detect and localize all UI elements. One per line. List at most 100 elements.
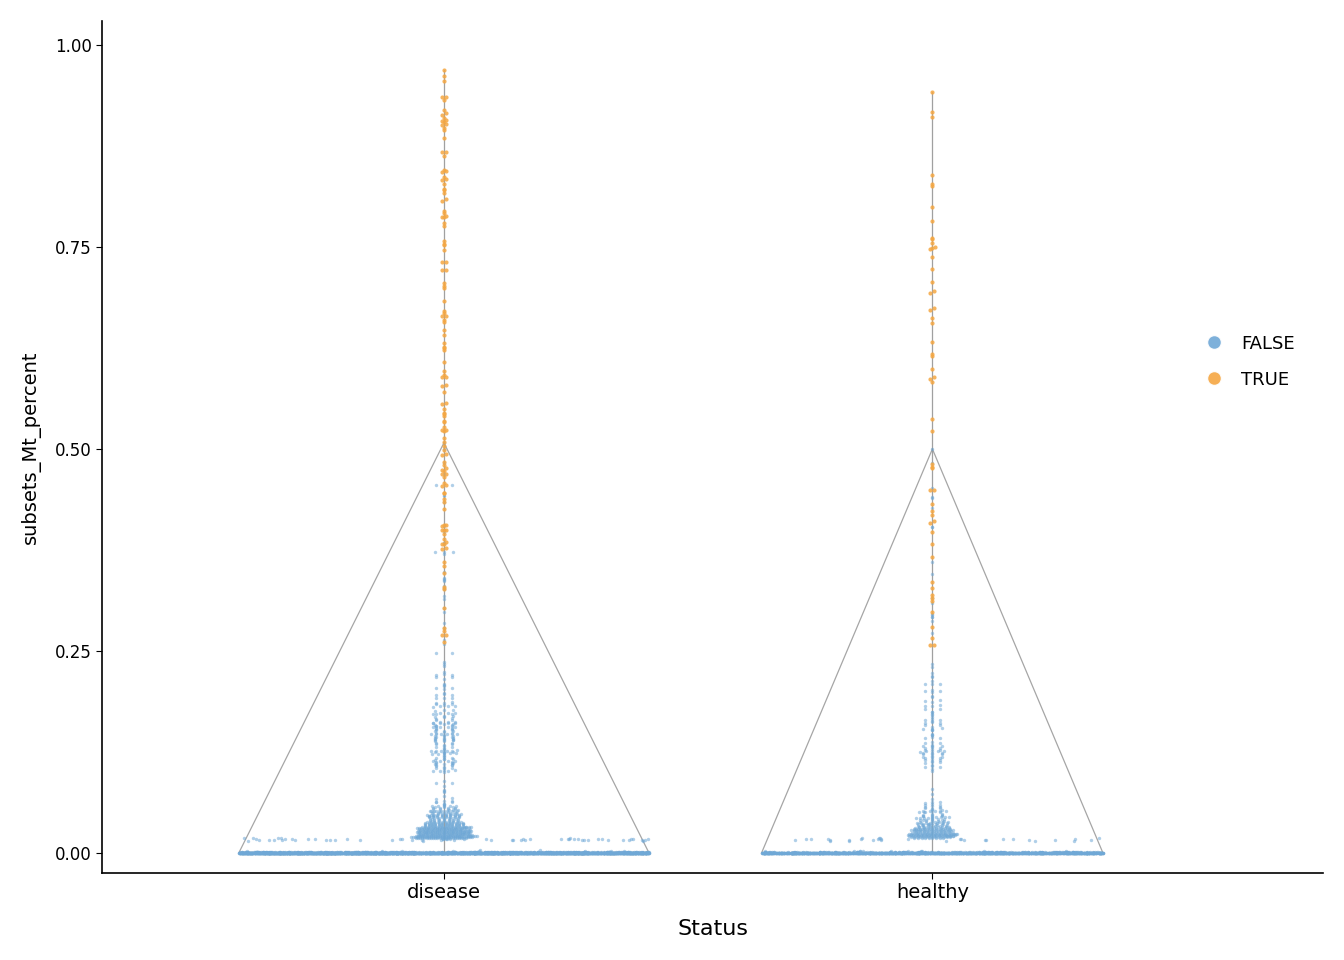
Point [636,845,657,860]
Point [445,845,466,860]
Point [814,845,836,860]
Point [478,845,500,860]
Point [618,832,640,848]
Point [259,845,281,860]
Point [394,845,415,860]
Point [405,845,426,860]
Point [559,845,581,860]
Point [917,820,938,835]
Point [345,845,367,860]
Point [761,845,782,860]
Point [442,729,464,744]
Point [954,845,976,860]
Point [345,845,367,860]
Point [567,845,589,860]
Point [504,845,526,860]
Point [1024,845,1046,860]
Point [427,746,449,761]
Point [464,845,485,860]
Point [484,845,505,860]
Point [1062,845,1083,860]
Point [935,845,957,860]
Point [344,845,366,860]
Point [922,807,943,823]
Point [782,845,804,860]
Point [441,826,462,841]
Point [433,535,454,550]
Point [548,845,570,860]
Point [399,845,421,860]
Point [516,845,538,860]
Point [274,845,296,860]
Point [913,845,934,860]
Point [277,845,298,860]
Point [929,845,950,860]
Point [433,828,454,844]
Point [1055,844,1077,859]
Point [474,845,496,860]
Point [456,845,477,860]
Point [1040,845,1062,860]
Point [228,845,250,860]
Point [492,845,513,860]
Point [434,845,456,860]
Point [289,845,310,860]
Point [911,845,933,860]
Point [407,845,429,860]
Point [433,494,454,510]
Point [349,832,371,848]
Point [477,845,499,860]
Point [508,845,530,860]
Point [977,845,999,860]
Point [939,845,961,860]
Point [419,803,441,818]
Point [530,845,551,860]
Point [966,845,988,860]
Point [492,845,513,860]
Point [906,827,927,842]
Point [1046,844,1067,859]
Point [396,845,418,860]
Point [500,845,521,860]
Point [598,845,620,860]
Point [312,845,333,860]
Point [340,845,362,860]
Point [989,845,1011,860]
Point [407,824,429,839]
Point [860,845,882,860]
Point [426,791,448,806]
Point [513,845,535,860]
Point [419,845,441,860]
Point [435,845,457,860]
Point [433,73,454,88]
Point [437,829,458,845]
Point [245,845,266,860]
Point [1063,845,1085,860]
Point [636,845,657,860]
Point [950,845,972,860]
Point [1046,845,1067,860]
Point [589,845,610,860]
Point [492,845,513,860]
Point [329,845,351,860]
Point [922,660,943,675]
Point [364,845,386,860]
Point [993,845,1015,860]
Point [259,845,281,860]
Point [1054,845,1075,860]
Point [942,828,964,844]
Point [316,845,337,860]
Point [421,817,442,832]
Point [817,845,839,860]
Point [413,845,434,860]
Point [453,820,474,835]
Point [1055,845,1077,860]
Point [405,845,426,860]
Point [231,845,253,860]
Point [433,517,454,533]
Point [587,845,609,860]
Point [423,815,445,830]
Point [431,845,453,860]
Point [1004,845,1025,860]
Point [538,845,559,860]
